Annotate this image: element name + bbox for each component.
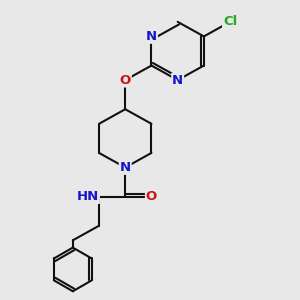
Text: O: O [146,190,157,203]
Text: Cl: Cl [223,15,237,28]
Text: O: O [120,74,131,87]
Text: N: N [120,161,131,174]
Text: N: N [172,74,183,87]
Text: N: N [146,30,157,43]
Text: HN: HN [77,190,99,203]
